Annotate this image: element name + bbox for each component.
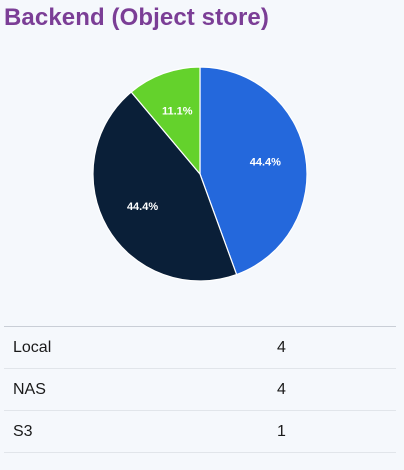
pie-slice-nas [92, 91, 238, 282]
pie-slice-label: 44.4% [250, 156, 281, 168]
table-row: Local 4 [4, 327, 396, 369]
table-row: NAS 4 [4, 369, 396, 411]
table-row: S3 1 [4, 411, 396, 453]
backend-count-cell: 1 [277, 423, 286, 440]
pie-chart-svg: 44.4% 44.4% 11.1% [92, 66, 308, 282]
pie-slice-local [199, 66, 308, 276]
pie-slice-s3 [130, 66, 201, 176]
backend-name-cell: Local [13, 339, 52, 356]
backend-table: Local 4 NAS 4 S3 1 [4, 326, 396, 453]
backend-name-cell: S3 [13, 423, 33, 440]
pie-slice-label: 11.1% [162, 106, 193, 118]
backend-count-cell: 4 [277, 339, 286, 356]
backend-count-cell: 4 [277, 381, 286, 398]
chart-title: Backend (Object store) [4, 4, 269, 31]
pie-slice-label: 44.4% [127, 201, 158, 213]
backend-name-cell: NAS [13, 381, 46, 398]
pie-chart: 44.4% 44.4% 11.1% [86, 60, 314, 288]
